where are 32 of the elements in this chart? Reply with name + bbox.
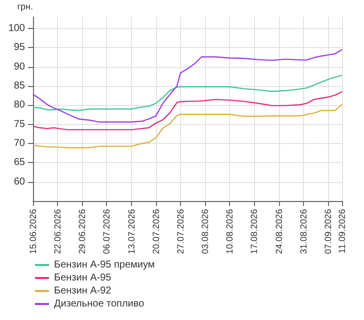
x-tick-label: 06.07.2026 <box>102 209 112 254</box>
x-tick-label: 03.08.2026 <box>200 209 210 254</box>
x-tick-label: 13.07.2026 <box>126 209 136 254</box>
x-tick-label: 11.09.2026 <box>337 209 347 254</box>
y-axis-title: грн. <box>17 2 33 12</box>
x-tick-label: 29.06.2026 <box>77 209 88 254</box>
x-tick-label: 22.06.2026 <box>52 209 63 254</box>
y-tick-label: 75 <box>14 118 26 130</box>
x-tick-label: 24.08.2026 <box>274 209 284 254</box>
line-series <box>32 104 343 148</box>
y-tick-label: 80 <box>14 100 26 111</box>
x-tick-label: 31.08.2026 <box>298 209 308 254</box>
line-series <box>32 74 343 112</box>
y-tick-label: 65 <box>14 157 26 168</box>
x-tick-label: 07.09.2026 <box>322 209 333 254</box>
x-tick-label: 10.08.2026 <box>224 209 235 254</box>
x-tick-label: 27.07.2026 <box>175 209 186 254</box>
y-tick-label: 60 <box>14 176 26 188</box>
y-tick-label: 95 <box>14 42 26 54</box>
x-tick-label: 15.06.2026 <box>28 209 38 254</box>
line-series <box>32 91 343 130</box>
legend-label: Бензин А-95 <box>54 272 112 284</box>
x-tick-label: 17.08.2026 <box>249 209 260 254</box>
y-tick-label: 85 <box>14 80 26 92</box>
legend-label: Бензин А-92 <box>54 286 112 296</box>
y-tick-label: 100 <box>8 23 26 34</box>
y-tick-label: 70 <box>14 138 26 149</box>
legend-label: Бензин А-95 премиум <box>54 260 155 270</box>
y-tick-label: 90 <box>14 61 26 72</box>
line-series <box>32 48 343 123</box>
legend-label: Дизельное топливо <box>54 298 145 310</box>
x-tick-label: 20.07.2026 <box>150 209 161 254</box>
